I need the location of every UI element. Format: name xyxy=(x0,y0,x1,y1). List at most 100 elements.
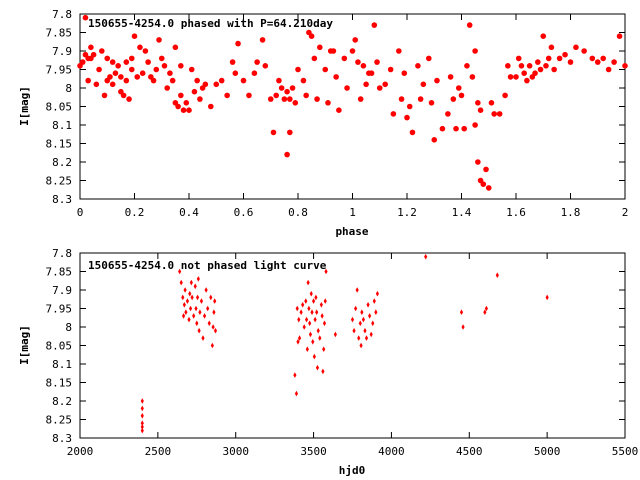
data-point xyxy=(178,268,182,275)
data-point xyxy=(535,59,541,65)
data-point xyxy=(109,81,116,88)
data-point xyxy=(90,51,97,58)
data-point xyxy=(313,316,317,323)
data-point xyxy=(428,100,435,106)
data-point xyxy=(311,339,315,345)
data-point xyxy=(315,309,319,315)
data-point xyxy=(611,59,617,65)
y-tick-label: 8.15 xyxy=(46,377,73,390)
data-point xyxy=(464,63,470,69)
data-point xyxy=(485,185,492,191)
y-axis-label: I[mag] xyxy=(18,86,31,126)
data-point xyxy=(178,63,184,69)
data-point xyxy=(181,294,185,301)
data-point xyxy=(401,70,408,76)
data-point xyxy=(82,14,89,21)
data-point xyxy=(184,309,188,315)
data-point xyxy=(150,77,157,84)
x-tick-label: 0.2 xyxy=(125,206,145,219)
data-point xyxy=(296,339,300,345)
data-point xyxy=(181,313,186,319)
data-point xyxy=(140,424,144,430)
data-point xyxy=(360,63,367,69)
data-point xyxy=(322,320,327,327)
data-point xyxy=(507,74,514,80)
data-point xyxy=(197,327,201,334)
data-point xyxy=(374,309,378,315)
data-point xyxy=(622,63,628,69)
data-point xyxy=(224,92,230,99)
data-point xyxy=(371,22,378,28)
data-point xyxy=(424,253,428,260)
data-point xyxy=(195,294,200,301)
data-point xyxy=(128,66,135,73)
x-tick-label: 4000 xyxy=(378,445,405,458)
data-point xyxy=(461,324,465,330)
data-point xyxy=(167,70,173,76)
data-point xyxy=(153,66,160,73)
data-point xyxy=(459,309,464,315)
x-tick-label: 3500 xyxy=(300,445,327,458)
data-points xyxy=(140,253,549,434)
data-point xyxy=(543,63,549,69)
data-point xyxy=(182,302,186,308)
data-point xyxy=(131,33,138,39)
data-point xyxy=(194,305,198,312)
data-point xyxy=(186,107,192,113)
data-point xyxy=(140,420,144,426)
data-point xyxy=(287,129,293,136)
x-tick-label: 0 xyxy=(77,206,84,219)
x-ticks: 2000 2500 3000 3500 4000 4500 5000 5500 xyxy=(67,253,638,458)
data-point xyxy=(518,63,525,69)
data-point xyxy=(551,66,557,73)
y-tick-label: 8.2 xyxy=(52,156,72,169)
data-point xyxy=(366,302,370,308)
y-ticks: 7.8 7.85 7.9 7.95 8 8.05 8.1 8.15 8.2 8.25 8.3 xyxy=(46,8,625,206)
data-point xyxy=(600,55,606,62)
data-point xyxy=(99,48,105,54)
x-tick-label: 5000 xyxy=(534,445,561,458)
y-tick-label: 7.8 xyxy=(52,8,72,21)
data-point xyxy=(382,81,389,88)
data-point xyxy=(294,390,299,397)
data-point xyxy=(350,316,355,323)
data-point xyxy=(469,74,476,80)
data-point xyxy=(398,96,405,102)
data-point xyxy=(311,298,316,304)
data-point xyxy=(185,298,190,304)
data-point xyxy=(404,114,410,121)
data-point xyxy=(126,96,132,102)
data-point xyxy=(616,33,623,39)
y-axis-label: I[mag] xyxy=(18,325,31,365)
y-tick-label: 7.8 xyxy=(52,247,72,260)
data-point xyxy=(251,70,258,76)
data-point xyxy=(145,59,151,65)
data-point xyxy=(472,48,478,54)
data-point xyxy=(502,92,508,99)
data-point xyxy=(109,59,116,65)
data-point xyxy=(307,305,311,312)
data-point xyxy=(364,335,369,341)
y-tick-label: 8.25 xyxy=(46,175,73,188)
data-point xyxy=(213,298,217,304)
y-tick-label: 8.1 xyxy=(52,119,72,132)
y-tick-label: 7.9 xyxy=(52,284,72,297)
y-tick-label: 8.05 xyxy=(46,340,73,353)
x-tick-label: 3000 xyxy=(222,445,249,458)
data-point xyxy=(521,70,527,76)
data-point xyxy=(480,181,487,187)
data-point xyxy=(212,309,216,315)
x-tick-label: 1.8 xyxy=(561,206,581,219)
data-point xyxy=(488,100,495,106)
data-point xyxy=(193,283,197,290)
data-point xyxy=(505,63,511,69)
data-point xyxy=(88,44,94,51)
data-point xyxy=(374,59,380,65)
data-point xyxy=(567,59,574,65)
data-point xyxy=(484,305,489,312)
data-point xyxy=(204,287,208,293)
data-point xyxy=(308,33,315,39)
data-point xyxy=(515,55,522,62)
data-point xyxy=(387,66,394,73)
data-point xyxy=(267,96,274,102)
